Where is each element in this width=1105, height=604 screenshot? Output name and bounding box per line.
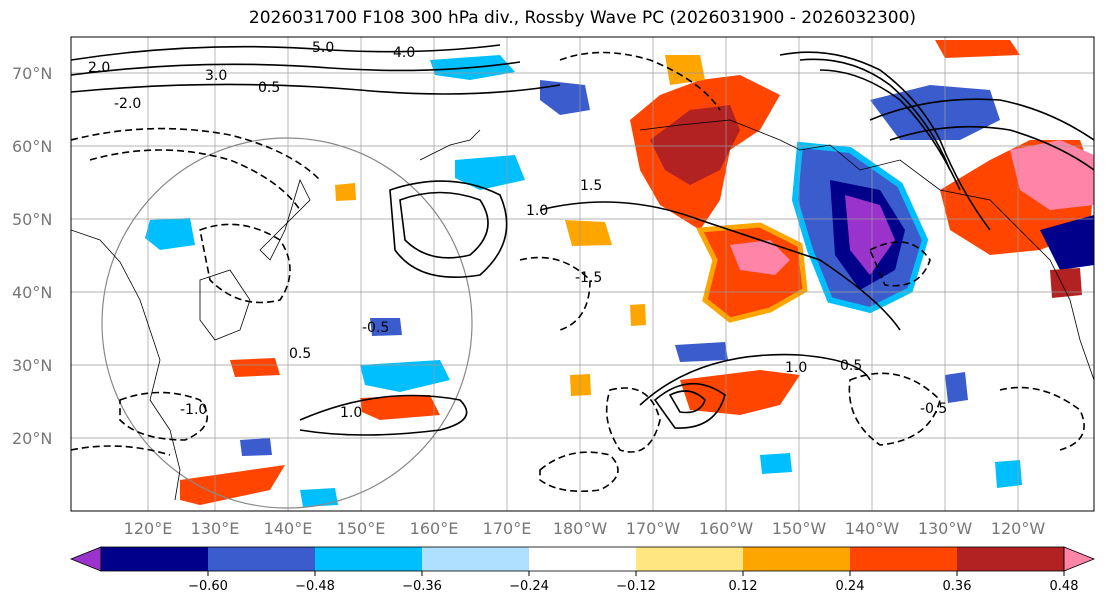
negative-patch-9 (240, 438, 272, 456)
negative-patch-8 (300, 488, 338, 507)
contour-label: 0.5 (258, 80, 280, 96)
colorbar-swatch (101, 547, 209, 571)
lat-label: 20°N (12, 429, 52, 448)
longitude-labels: 120°E 130°E 140°E 150°E 160°E 170°E 180°… (124, 519, 1046, 538)
colorbar-tick-label: 0.12 (729, 579, 758, 594)
colorbar-swatch (208, 547, 316, 571)
contour-label: -1.5 (575, 270, 602, 286)
contour-label: 1.0 (785, 360, 807, 376)
colorbar-extend-high (1063, 546, 1096, 572)
positive-patch-4 (565, 220, 612, 246)
coastlines (71, 119, 1094, 501)
lat-label: 40°N (12, 283, 52, 302)
colorbar-tick-label: −0.12 (616, 579, 656, 594)
lon-label: 130°W (918, 519, 973, 538)
positive-patch-1 (360, 395, 440, 420)
latitude-labels: 70°N 60°N 50°N 40°N 30°N 20°N (12, 64, 52, 448)
colorbar-swatch (743, 547, 851, 571)
positive-patch-3 (680, 370, 800, 415)
colorbar-tick-label: 0.48 (1050, 579, 1079, 594)
radius-circle (101, 137, 473, 509)
contour-label: -0.5 (920, 401, 947, 417)
lat-label: 50°N (12, 210, 52, 229)
dashed-contours (71, 51, 1085, 493)
colorbar-swatch (636, 547, 744, 571)
colorbar-tick-label: 0.36 (943, 579, 972, 594)
lon-label: 150°W (772, 519, 827, 538)
map-frame (70, 36, 1095, 512)
colorbar-tick-label: −0.60 (188, 579, 228, 594)
negative-patch-2 (540, 80, 590, 115)
colorbar-swatch (957, 547, 1065, 571)
colorbar-swatch (850, 547, 958, 571)
lon-label: 130°E (191, 519, 240, 538)
negative-patch-11 (945, 372, 968, 403)
positive-patch-10 (570, 374, 591, 396)
contour-label: 3.0 (205, 68, 227, 84)
positive-anomaly-north-pacific-core (730, 240, 790, 275)
contour-label: -2.0 (114, 96, 141, 112)
colorbar-tick-label: −0.24 (509, 579, 549, 594)
negative-patch-6 (370, 318, 402, 336)
negative-patch-10 (760, 453, 792, 474)
colorbar-swatch (422, 547, 530, 571)
lon-label: 160°E (410, 519, 459, 538)
colorbar-tick-label: −0.36 (402, 579, 442, 594)
positive-patch-6 (665, 55, 705, 85)
negative-anomaly-gulf-rim (791, 141, 929, 314)
lon-label: 140°E (264, 519, 313, 538)
contour-label: 1.0 (340, 405, 362, 421)
contour-label: -0.5 (362, 320, 389, 336)
negative-patch-7 (675, 342, 728, 362)
contour-label: -1.0 (180, 402, 207, 418)
lon-label: 180°W (553, 519, 608, 538)
contour-label: 0.5 (289, 346, 311, 362)
lon-label: 140°W (845, 519, 900, 538)
positive-patch-9 (335, 183, 356, 201)
map-title: 2026031700 F108 300 hPa div., Rossby Wav… (248, 8, 917, 28)
contour-label: 4.0 (393, 45, 415, 61)
negative-anomaly-arctic-rim (1040, 215, 1094, 270)
negative-patch-5 (360, 360, 450, 392)
positive-patch-5 (230, 358, 280, 377)
lat-label: 70°N (12, 64, 52, 83)
positive-patch-8 (1050, 268, 1082, 298)
lat-label: 60°N (12, 137, 52, 156)
lon-label: 120°W (991, 519, 1046, 538)
positive-anomaly-canada-core (1010, 140, 1094, 210)
lon-label: 160°W (699, 519, 754, 538)
positive-patch-11 (630, 304, 646, 326)
lat-label: 30°N (12, 356, 52, 375)
colorbar-swatch (315, 547, 423, 571)
contour-label: 1.5 (580, 178, 602, 194)
contour-label: 5.0 (312, 40, 334, 56)
lon-label: 170°E (483, 519, 532, 538)
lon-label: 120°E (124, 519, 173, 538)
negative-patch-12 (995, 460, 1022, 488)
solid-contours (71, 44, 1094, 436)
contour-label: 0.5 (840, 358, 862, 374)
positive-patch-2 (180, 465, 285, 505)
positive-patch-7 (935, 40, 1020, 58)
negative-patch-3 (455, 155, 525, 190)
colorbar: −0.60 −0.48 −0.36 −0.24 −0.12 0.12 0.24 0.36 0.4… (69, 546, 1096, 594)
negative-anomaly-gulf-violet (845, 195, 895, 275)
negative-patch-4 (145, 218, 195, 250)
contour-label: 1.0 (526, 203, 548, 219)
colorbar-tick-label: −0.48 (295, 579, 335, 594)
contour-labels: 5.0 4.0 3.0 2.0 1.5 1.0 0.5 -0.5 -1.0 -1… (88, 40, 947, 421)
contour-label: 2.0 (88, 60, 110, 76)
colorbar-swatch (529, 547, 637, 571)
positive-anomaly-bering-core (650, 105, 740, 185)
positive-anomaly-rim (696, 222, 808, 323)
graticule (71, 37, 1094, 511)
colorbar-extend-low (69, 546, 102, 572)
colorbar-tick-label: 0.24 (836, 579, 865, 594)
colorbar-frame (100, 546, 1065, 572)
lon-label: 150°E (337, 519, 386, 538)
lon-label: 170°W (626, 519, 681, 538)
